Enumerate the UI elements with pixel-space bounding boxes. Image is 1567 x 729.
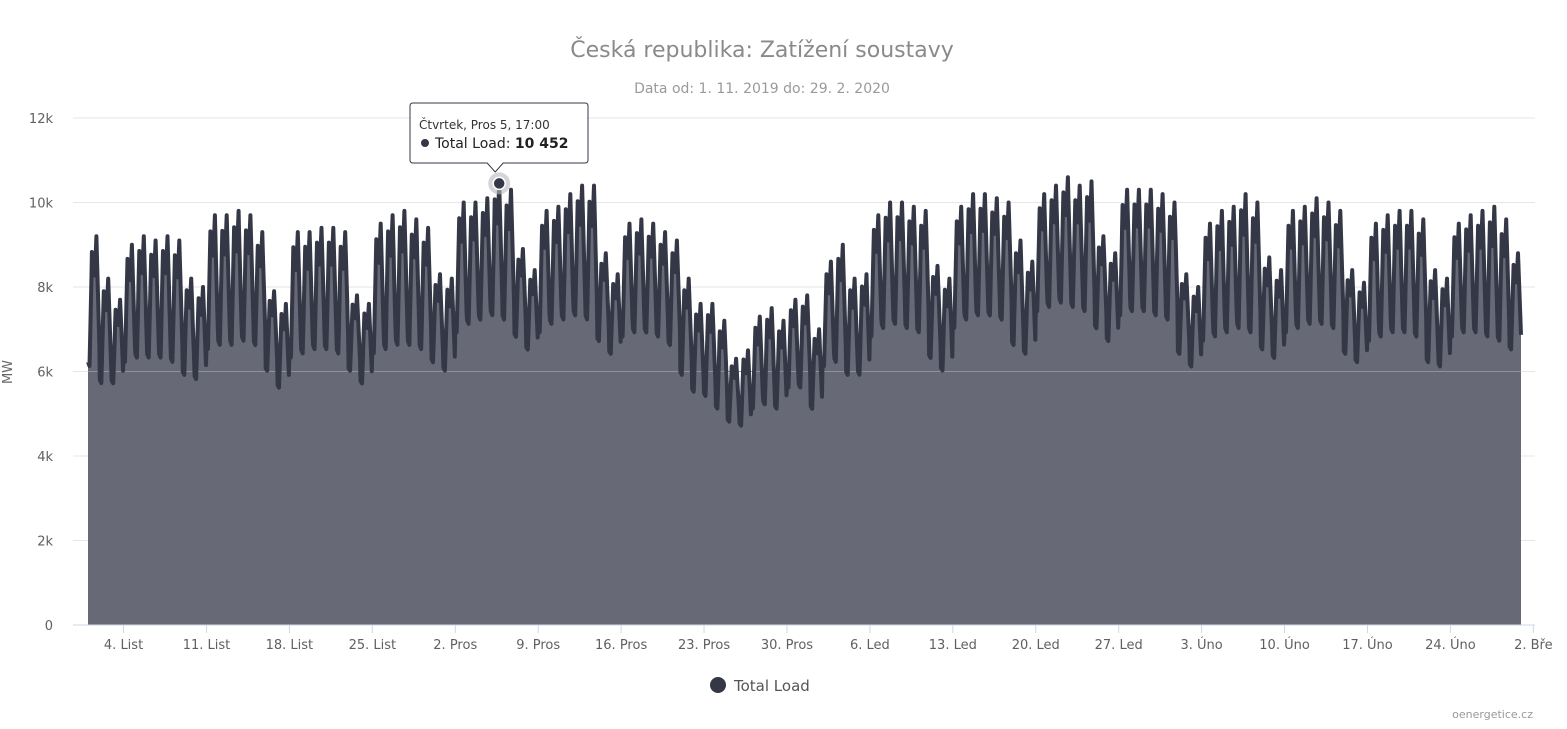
tooltip-series-label: Total Load	[434, 136, 506, 152]
x-tick-label: 18. List	[266, 638, 314, 653]
series-area	[88, 177, 1521, 625]
x-tick-label: 20. Led	[1012, 638, 1060, 653]
x-tick-label: 24. Úno	[1425, 637, 1476, 653]
legend-marker	[710, 677, 726, 693]
x-tick-label: 11. List	[183, 638, 231, 653]
y-tick-label: 4k	[37, 450, 53, 465]
y-tick-label: 10k	[29, 197, 54, 212]
x-axis-ticks: 4. List 11. List 18. List 25. List 2. Pros 9.…	[104, 625, 1553, 653]
credit-text[interactable]: oenergetice.cz	[1452, 708, 1533, 721]
hover-point-marker	[492, 176, 506, 191]
x-tick-label: 2. Bře	[1514, 638, 1553, 653]
y-tick-label: 12k	[29, 112, 54, 127]
x-tick-label: 4. List	[104, 638, 143, 653]
tooltip-colon: :	[506, 136, 515, 152]
x-tick-label: 25. List	[349, 638, 397, 653]
tooltip-value-text: 10 452	[515, 136, 569, 152]
x-tick-label: 6. Led	[850, 638, 890, 653]
x-tick-label: 30. Pros	[761, 638, 813, 653]
x-tick-label: 9. Pros	[516, 638, 560, 653]
chart-subtitle: Data od: 1. 11. 2019 do: 29. 2. 2020	[634, 81, 890, 97]
x-tick-label: 17. Úno	[1342, 637, 1393, 653]
y-axis-ticks: 0 2k 4k 6k 8k 10k 12k	[29, 112, 54, 634]
tooltip-series-dot	[421, 139, 429, 147]
x-tick-label: 2. Pros	[433, 638, 477, 653]
x-tick-label: 3. Úno	[1180, 637, 1222, 653]
y-tick-label: 8k	[37, 281, 53, 296]
tooltip: Čtvrtek, Pros 5, 17:00 Total Load: 10 45…	[409, 102, 589, 195]
y-axis-label: MW	[1, 360, 16, 384]
series-line[interactable]	[86, 175, 1523, 428]
y-tick-label: 0	[45, 619, 53, 634]
y-tick-label: 6k	[37, 366, 53, 381]
chart-title: Česká republika: Zatížení soustavy	[570, 37, 954, 63]
legend-label[interactable]: Total Load	[733, 677, 810, 695]
tooltip-header: Čtvrtek, Pros 5, 17:00	[419, 117, 550, 132]
plot-area	[86, 175, 1523, 625]
tooltip-box	[409, 102, 589, 173]
x-tick-label: 16. Pros	[595, 638, 647, 653]
x-tick-label: 23. Pros	[678, 638, 730, 653]
x-tick-label: 10. Úno	[1259, 637, 1310, 653]
x-tick-label: 13. Led	[929, 638, 977, 653]
x-tick-label: 27. Led	[1095, 638, 1143, 653]
y-tick-label: 2k	[37, 535, 53, 550]
legend[interactable]: Total Load	[710, 677, 810, 695]
tooltip-value: Total Load: 10 452	[434, 136, 569, 152]
